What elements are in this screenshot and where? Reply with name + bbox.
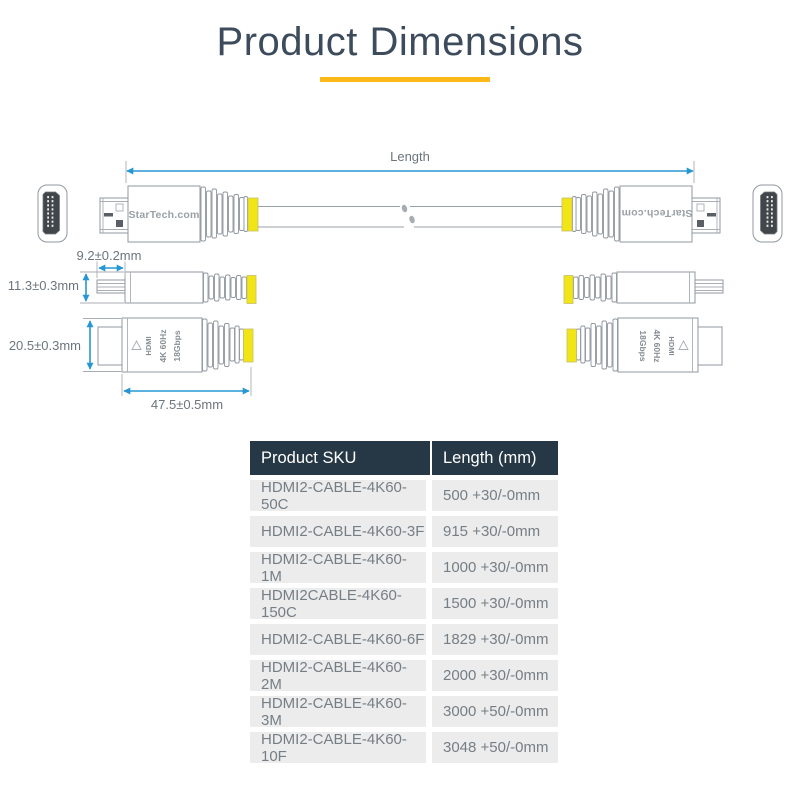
resolution-text-left: 4K 60Hz — [158, 329, 168, 362]
length-dimension: Length — [125, 149, 695, 183]
length-label: Length — [390, 149, 430, 164]
sku-cell: HDMI2-CABLE-4K60-3M — [250, 695, 426, 729]
page-title: Product Dimensions — [216, 20, 584, 64]
length-cell: 3000 +50/-0mm — [432, 696, 558, 727]
resolution-text-right: 4K 60Hz — [652, 329, 662, 362]
length-cell: 3048 +50/-0mm — [432, 732, 558, 763]
length-cell: 1500 +30/-0mm — [432, 588, 558, 619]
table-row: HDMI2-CABLE-4K60-3F 915 +30/-0mm — [250, 516, 558, 547]
bandwidth-text-left: 18Gbps — [172, 330, 182, 361]
length-cell: 915 +30/-0mm — [432, 516, 558, 547]
table-row: HDMI2-CABLE-4K60-2M 2000 +30/-0mm — [250, 659, 558, 693]
brand-label-right: StarTech.com — [621, 207, 692, 219]
length-cell: 500 +30/-0mm — [432, 480, 558, 511]
length-cell: 1829 +30/-0mm — [432, 624, 558, 655]
table-row: HDMI2-CABLE-4K60-1M 1000 +30/-0mm — [250, 551, 558, 585]
table-row: HDMI2-CABLE-4K60-10F 3048 +50/-0mm — [250, 731, 558, 765]
plug-depth-dimension: 9.2±0.2mm — [77, 248, 142, 278]
sku-cell: HDMI2CABLE-4K60-150C — [250, 587, 426, 621]
hdmi-logo-text-right: HDMI — [667, 336, 676, 355]
sku-cell: HDMI2-CABLE-4K60-10F — [250, 731, 426, 765]
plug-depth-label: 9.2±0.2mm — [77, 248, 142, 263]
connector-width-dimension: 20.5±0.3mm — [9, 318, 121, 372]
table-row: HDMI2-CABLE-4K60-50C 500 +30/-0mm — [250, 479, 558, 513]
product-dimensions-diagram: Length StarTech.com StarTech.com 9.2±0.2… — [8, 149, 783, 412]
table-row: HDMI2-CABLE-4K60-3M 3000 +50/-0mm — [250, 695, 558, 729]
bandwidth-text-right: 18Gbps — [638, 330, 648, 361]
cable-lines — [258, 204, 562, 228]
cable-break-icon — [401, 204, 408, 213]
column-header-length: Length (mm) — [432, 441, 558, 475]
length-cell: 1000 +30/-0mm — [432, 552, 558, 583]
table-header-row: Product SKU Length (mm) — [250, 441, 558, 475]
connector-length-dimension: 47.5±0.5mm — [121, 367, 252, 412]
length-cell: 2000 +30/-0mm — [432, 660, 558, 691]
connector-width-label: 20.5±0.3mm — [9, 338, 81, 353]
sku-cell: HDMI2-CABLE-4K60-3F — [250, 516, 426, 547]
sku-cell: HDMI2-CABLE-4K60-1M — [250, 551, 426, 585]
hdmi-logo-text-left: HDMI — [144, 336, 153, 355]
sku-cell: HDMI2-CABLE-4K60-50C — [250, 479, 426, 513]
table-row: HDMI2CABLE-4K60-150C 1500 +30/-0mm — [250, 587, 558, 621]
sku-cell: HDMI2-CABLE-4K60-6F — [250, 624, 426, 655]
connector-length-label: 47.5±0.5mm — [151, 397, 223, 412]
cable-break-icon — [409, 215, 415, 224]
column-header-sku: Product SKU — [250, 441, 430, 475]
sku-cell: HDMI2-CABLE-4K60-2M — [250, 659, 426, 693]
connector-height-dimension: 11.3±0.3mm — [8, 271, 124, 304]
connector-height-label: 11.3±0.3mm — [8, 278, 79, 293]
sku-length-table: Product SKU Length (mm) HDMI2-CABLE-4K60… — [250, 441, 558, 768]
brand-label-left: StarTech.com — [128, 209, 199, 221]
table-row: HDMI2-CABLE-4K60-6F 1829 +30/-0mm — [250, 624, 558, 655]
title-underline-accent — [320, 77, 490, 82]
